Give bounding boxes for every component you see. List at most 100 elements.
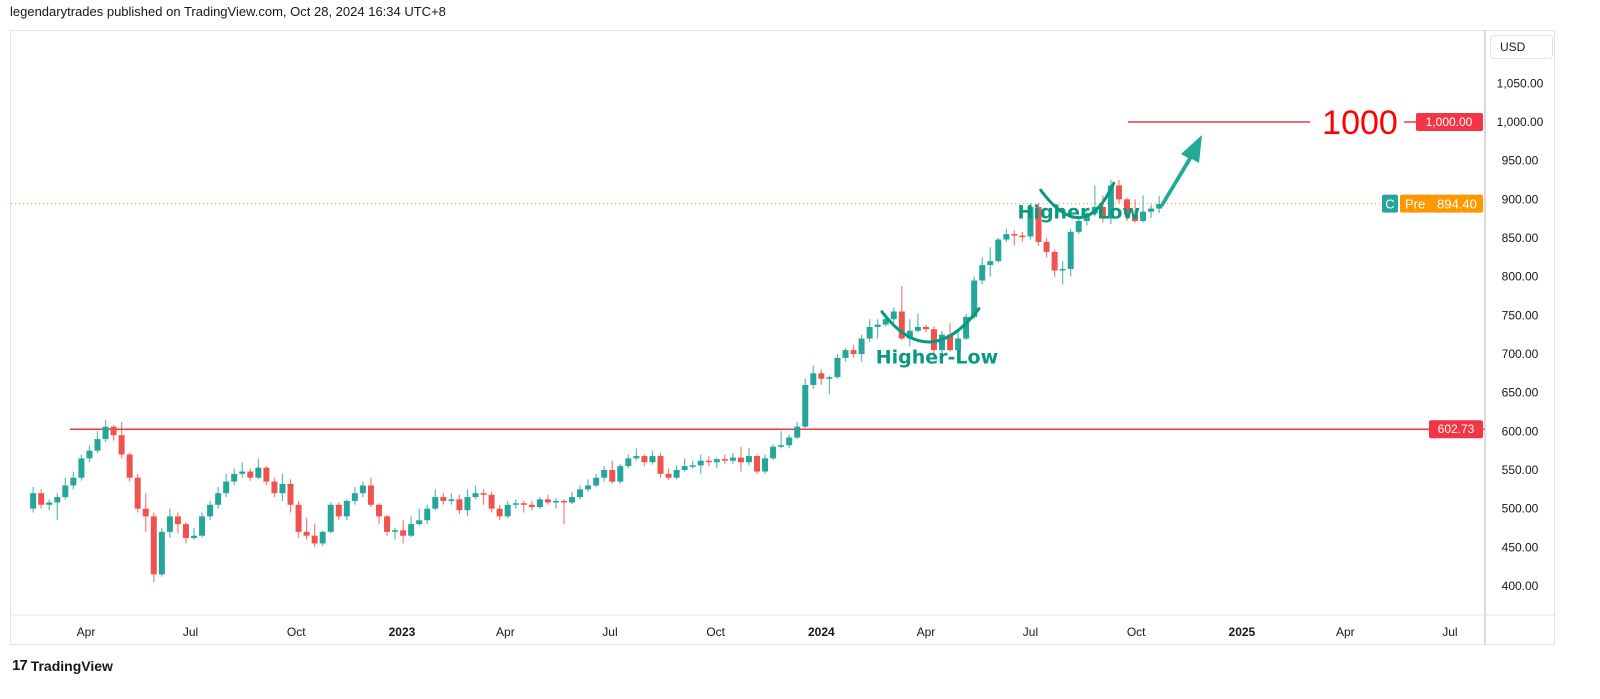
candle	[1067, 228, 1074, 277]
candle	[834, 353, 841, 379]
candle	[649, 450, 656, 465]
y-tick-label: 450.00	[1502, 540, 1539, 554]
candle-body	[681, 466, 688, 470]
candle	[182, 522, 189, 544]
candle-body	[705, 460, 712, 463]
candle	[416, 508, 423, 526]
higher-low-label: Higher-Low	[1018, 201, 1140, 223]
candle-body	[1011, 234, 1018, 236]
candle-body	[1107, 185, 1114, 219]
candle	[689, 460, 696, 469]
candle	[263, 466, 270, 486]
candle	[601, 466, 608, 482]
candle	[778, 431, 785, 449]
candle-body	[1035, 207, 1042, 242]
candle	[150, 512, 157, 583]
candle	[713, 457, 720, 469]
x-tick-label: Oct	[287, 625, 306, 639]
y-tick-label: 950.00	[1502, 154, 1539, 168]
candle	[737, 446, 744, 472]
candle-body	[770, 446, 777, 459]
candle	[1059, 261, 1066, 285]
candle	[633, 448, 640, 461]
candle	[464, 489, 471, 517]
x-tick-label: Apr	[77, 625, 96, 639]
up-arrow-icon	[1160, 135, 1202, 207]
candle	[585, 479, 592, 492]
candle-body	[30, 493, 37, 509]
candle	[754, 454, 761, 474]
support-price-tag	[1429, 420, 1483, 439]
candle	[512, 499, 519, 509]
tradingview-brand: TradingView	[30, 657, 113, 674]
tradingview-footer: 17 TradingView	[12, 657, 113, 674]
candle	[54, 493, 61, 521]
candle-body	[641, 456, 648, 463]
candle	[922, 324, 929, 333]
candle	[987, 247, 994, 277]
candle	[207, 500, 214, 521]
candle-body	[94, 439, 101, 451]
y-tick-label: 800.00	[1502, 270, 1539, 284]
candle	[802, 378, 809, 429]
candle	[295, 500, 302, 539]
y-tick-label: 900.00	[1502, 192, 1539, 206]
candle-body	[762, 458, 769, 472]
candle-body	[295, 504, 302, 532]
candle	[544, 494, 551, 505]
candle	[247, 468, 254, 481]
candle-body	[182, 524, 189, 539]
close-tag-label: C	[1385, 197, 1394, 212]
candle	[62, 477, 69, 500]
candle-body	[448, 499, 455, 501]
candle-body	[1067, 231, 1074, 269]
candle-body	[118, 435, 125, 455]
candle	[311, 524, 318, 548]
candle	[625, 454, 632, 469]
candle-body	[906, 330, 913, 339]
candle	[255, 458, 262, 480]
candle	[705, 456, 712, 467]
candle-body	[898, 311, 905, 339]
candle-body	[54, 497, 61, 503]
candle-body	[488, 494, 495, 509]
candle	[979, 257, 986, 285]
candle	[158, 527, 165, 577]
candle-body	[1140, 211, 1147, 221]
candle-body	[102, 426, 109, 440]
candle	[1156, 196, 1163, 214]
candle-body	[617, 466, 624, 482]
candle	[287, 479, 294, 513]
candle-body	[134, 477, 141, 509]
candle	[552, 497, 559, 509]
candle	[874, 319, 881, 339]
candle-body	[1027, 207, 1034, 237]
y-tick-label: 850.00	[1502, 231, 1539, 245]
candle-body	[142, 508, 149, 517]
candle-body	[166, 516, 173, 532]
candle-body	[737, 457, 744, 463]
currency-button[interactable]: USD	[1490, 35, 1553, 59]
candle	[536, 497, 543, 509]
candle-body	[247, 471, 254, 478]
candle-body	[882, 319, 889, 325]
candle	[1132, 199, 1139, 223]
candle-body	[199, 516, 206, 536]
candle	[94, 431, 101, 453]
candle-body	[633, 456, 640, 459]
candle	[617, 463, 624, 484]
candle-body	[504, 504, 511, 517]
x-tick-label: Jul	[1442, 625, 1457, 639]
candle	[38, 489, 45, 509]
candle-body	[158, 531, 165, 575]
candle	[850, 344, 857, 358]
candle-body	[818, 373, 825, 379]
candle	[858, 334, 865, 362]
candle-body	[1043, 241, 1050, 252]
x-tick-label: Jul	[602, 625, 617, 639]
candle	[681, 458, 688, 472]
candle	[641, 454, 648, 467]
candle	[504, 500, 511, 518]
candle	[794, 422, 801, 440]
